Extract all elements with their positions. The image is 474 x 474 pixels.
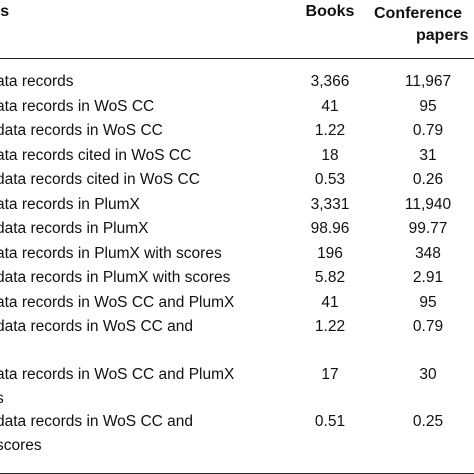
cell-conference-papers: 11,940 [404, 195, 452, 213]
cell-conference-papers: 30 [419, 366, 437, 383]
table-row: data records in PlumX 98.96 99.77 [0, 217, 474, 242]
cell-conference-papers: 11,967 [404, 73, 452, 90]
cell-conference-papers: 99.77 [408, 220, 448, 237]
cell-conference-papers: 2.91 [412, 269, 444, 286]
row-label: data records in WoS CC [0, 119, 163, 144]
cell-books: 5.82 [314, 269, 346, 286]
row-label: data records cited in WoS CC [0, 168, 200, 193]
row-label-line1: ata records in WoS CC and PlumX [0, 366, 235, 383]
header-conference-line1: Conference [374, 5, 463, 22]
table-row: ata records in PlumX with scores 196 348 [0, 242, 474, 267]
row-label: data records in PlumX with scores [0, 266, 230, 291]
cell-conference-papers: 0.26 [412, 171, 444, 188]
row-label-line2: scores [0, 437, 42, 454]
table-row: ata records in WoS CC and PlumXs 17 30 [0, 363, 474, 407]
table-header: rs Books Conference papers [0, 0, 474, 54]
table-row: ata records 3,366 11,967 [0, 70, 474, 95]
cell-conference-papers: 0.79 [412, 318, 444, 335]
row-label-line1: ata records cited in WoS CC [0, 146, 192, 164]
row-label: ata records cited in WoS CC [0, 144, 191, 169]
cell-books: 0.53 [314, 171, 346, 188]
row-label-line1: data records cited in WoS CC [0, 171, 200, 188]
row-label-line1: data records in WoS CC [0, 122, 163, 139]
row-label-line1: ata records in WoS CC [0, 97, 155, 115]
cell-books: 1.22 [314, 122, 346, 139]
header-books: Books [305, 3, 355, 20]
cell-books: 17 [321, 366, 339, 383]
table-row: ata records cited in WoS CC 18 31 [0, 144, 474, 169]
row-label: ata records in PlumX with scores [0, 242, 222, 267]
row-label-line2: s [0, 387, 4, 412]
cell-books: 18 [321, 146, 339, 164]
row-label-line1: data records in PlumX with scores [0, 269, 231, 286]
table-row: ata records in PlumX 3,331 11,940 [0, 193, 474, 218]
table-row: ata records in WoS CC and PlumX 41 95 [0, 291, 474, 316]
table-row: data records cited in WoS CC 0.53 0.26 [0, 168, 474, 193]
header-rule [0, 58, 474, 59]
table-row: data records in WoS CC and scores 0.51 0.25 [0, 410, 474, 454]
row-label-line1: ata records in PlumX with scores [0, 244, 222, 262]
row-label: ata records in WoS CC [0, 95, 154, 120]
row-label: ata records in WoS CC and PlumXs [0, 363, 235, 407]
row-label-line1: data records in PlumX [0, 220, 149, 237]
table-row: data records in WoS CC 1.22 0.79 [0, 119, 474, 144]
cell-conference-papers: 95 [419, 293, 437, 311]
cell-books: 1.22 [314, 318, 346, 335]
cell-books: 196 [317, 244, 343, 262]
cell-conference-papers: 0.25 [412, 413, 444, 430]
table-row: ata records in WoS CC 41 95 [0, 95, 474, 120]
cell-books: 3,331 [310, 195, 350, 213]
cell-conference-papers: 348 [415, 244, 441, 262]
cell-books: 0.51 [314, 413, 346, 430]
cell-conference-papers: 31 [419, 146, 437, 164]
header-indicators: rs [0, 3, 10, 20]
row-label-line1: data records in WoS CC and [0, 413, 194, 430]
table-row: data records in PlumX with scores 5.82 2.9… [0, 266, 474, 291]
cell-conference-papers: 95 [419, 97, 437, 115]
row-label: ata records in WoS CC and PlumX [0, 291, 234, 316]
row-label-line1: ata records in PlumX [0, 195, 140, 213]
header-conference-papers: Conference papers [374, 3, 474, 47]
row-label: data records in WoS CC and scores [0, 410, 194, 454]
cell-books: 41 [321, 97, 339, 115]
row-label-line1: ata records [0, 73, 74, 90]
row-label: ata records [0, 70, 74, 95]
row-label: data records in WoS CC and [0, 315, 193, 340]
header-conference-line2: papers [416, 27, 469, 44]
cell-books: 41 [321, 293, 339, 311]
cell-conference-papers: 0.79 [412, 122, 444, 139]
row-label-line1: ata records in WoS CC and PlumX [0, 293, 235, 311]
row-label: data records in PlumX [0, 217, 149, 242]
row-label: ata records in PlumX [0, 193, 140, 218]
table-row: data records in WoS CC and 1.22 0.79 [0, 315, 474, 340]
cell-books: 98.96 [310, 220, 350, 237]
cell-books: 3,366 [310, 73, 350, 90]
row-label-line1: data records in WoS CC and [0, 318, 194, 335]
